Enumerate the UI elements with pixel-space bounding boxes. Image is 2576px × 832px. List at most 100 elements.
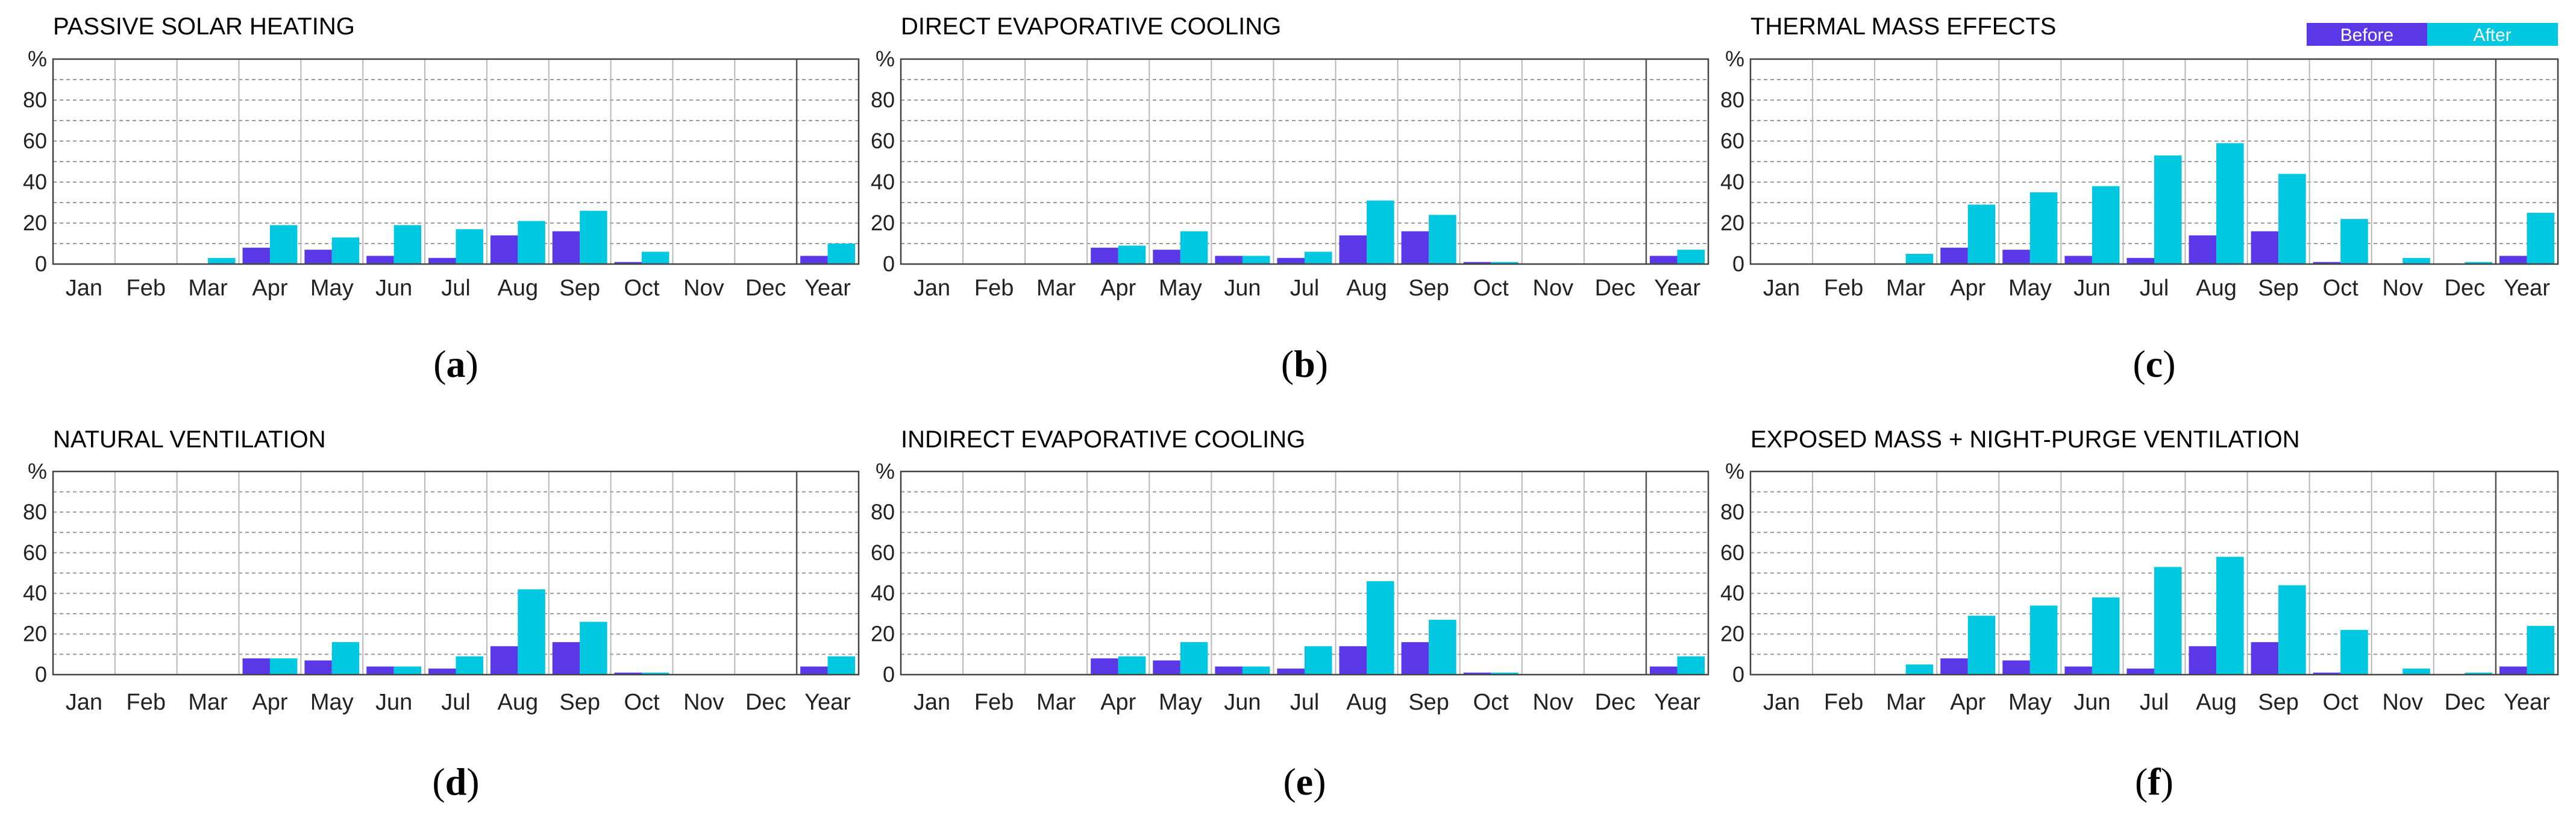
y-tick-label: 0 [1732,251,1744,276]
bar-after-nov [2402,668,2430,675]
chart-panel-c: THERMAL MASS EFFECTS 0 20 40 60 80% Jan Feb Mar A… [1720,13,2559,385]
bar-after-mar [1905,254,1934,264]
bar-after-year [1677,656,1705,675]
bar-before-apr [1940,658,1968,675]
x-tick-label: Jan [1763,276,1800,301]
bar-after-aug [1367,581,1394,675]
x-tick-label: Year [804,690,851,715]
x-tick-label: Nov [683,690,724,715]
legend-after-label: After [2473,25,2511,45]
bar-after-sep [580,622,607,675]
x-tick-label: Sep [1408,690,1449,715]
bar-after-sep [1429,620,1456,675]
y-tick-label: 20 [23,622,47,646]
bar-after-sep [2278,585,2306,675]
bar-after-sep [1429,215,1456,264]
bar-before-may [1153,250,1180,264]
x-tick-label: Oct [624,276,660,301]
x-tick-label: Year [1654,276,1700,301]
panel-title: INDIRECT EVAPORATIVE COOLING [901,426,1305,453]
y-tick-label: 80 [1720,87,1744,112]
x-tick-label: Aug [2196,690,2237,715]
bar-after-may [331,237,360,264]
panel-caption: (e) [1283,760,1326,803]
panel-title: DIRECT EVAPORATIVE COOLING [901,13,1281,40]
x-tick-label: May [310,690,354,715]
y-tick-label: 0 [883,662,895,687]
bar-after-jul [1305,251,1332,264]
bar-after-apr [269,225,298,264]
panel-caption: (a) [433,342,478,385]
x-tick-label: Feb [974,690,1014,715]
bar-before-year [1649,666,1678,675]
x-tick-label: Jan [1763,690,1800,715]
bar-before-year [800,256,828,264]
y-tick-label: 60 [1720,540,1744,565]
plot-frame [52,470,860,676]
x-tick-label: May [1159,690,1202,715]
bar-before-sep [1401,231,1429,264]
chart-panel-f: EXPOSED MASS + NIGHT-PURGE VENTILATION 0 2… [1720,426,2559,803]
x-tick-label: May [310,276,354,301]
bar-after-apr [1967,204,1996,264]
x-tick-label: Jan [914,690,950,715]
x-tick-label: Oct [1473,690,1509,715]
x-tick-label: Mar [188,690,228,715]
bar-before-jun [2064,666,2092,675]
y-tick-label: 0 [883,251,895,276]
bar-after-may [1180,231,1208,264]
plot-frame [52,58,860,265]
bar-before-jun [366,256,394,264]
x-tick-label: Jul [441,690,471,715]
y-tick-label: 20 [871,210,895,235]
x-tick-label: Jan [914,276,950,301]
bar-after-aug [2216,143,2244,264]
x-tick-label: Aug [1346,690,1387,715]
x-tick-label: Feb [1824,690,1863,715]
y-tick-label: 80 [1720,499,1744,524]
bar-before-jul [2126,668,2154,675]
bar-before-may [304,250,332,264]
x-tick-label: Jul [2140,276,2169,301]
x-tick-label: Mar [1036,276,1076,301]
x-tick-label: Dec [2445,276,2486,301]
bar-after-nov [2402,257,2430,264]
y-tick-label: 80 [23,87,47,112]
bar-after-mar [1905,664,1934,675]
bar-after-jul [456,656,483,675]
bar-before-year [800,666,828,675]
y-tick-label: 80 [871,499,895,524]
bar-before-oct [1463,672,1491,675]
x-tick-label: Dec [745,276,786,301]
panel-caption: (c) [2133,342,2175,385]
bar-after-jul [456,229,483,264]
legend-before-swatch [2307,23,2427,46]
bar-after-may [2029,192,2058,264]
bar-before-aug [2189,235,2217,264]
x-tick-label: Year [804,276,851,301]
y-tick-label: 60 [871,540,895,565]
bar-after-oct [1491,672,1518,675]
bar-before-jun [1215,256,1243,264]
bar-after-jun [2092,597,2120,675]
legend-after-swatch [2427,23,2558,46]
x-tick-label: Apr [1950,690,1985,715]
bar-before-sep [552,642,580,675]
chart-panel-a: PASSIVE SOLAR HEATING 0 20 40 60 80% Jan Feb Mar… [23,13,860,385]
panel-caption: (b) [1281,342,1328,385]
bar-before-jun [366,666,394,675]
panel-caption: (f) [2135,760,2173,803]
y-tick-label: 0 [35,251,47,276]
x-tick-label: Apr [1100,690,1136,715]
x-tick-label: Apr [1100,276,1136,301]
bar-before-sep [1401,642,1429,675]
bar-before-aug [1339,646,1367,675]
y-tick-label: 20 [23,210,47,235]
bar-before-oct [1463,262,1491,264]
y-tick-label: 40 [23,581,47,605]
bar-before-aug [2189,646,2217,675]
x-tick-label: Nov [683,276,724,301]
x-tick-label: Jun [2073,690,2110,715]
bar-after-apr [1118,656,1146,675]
bar-after-may [331,642,360,675]
